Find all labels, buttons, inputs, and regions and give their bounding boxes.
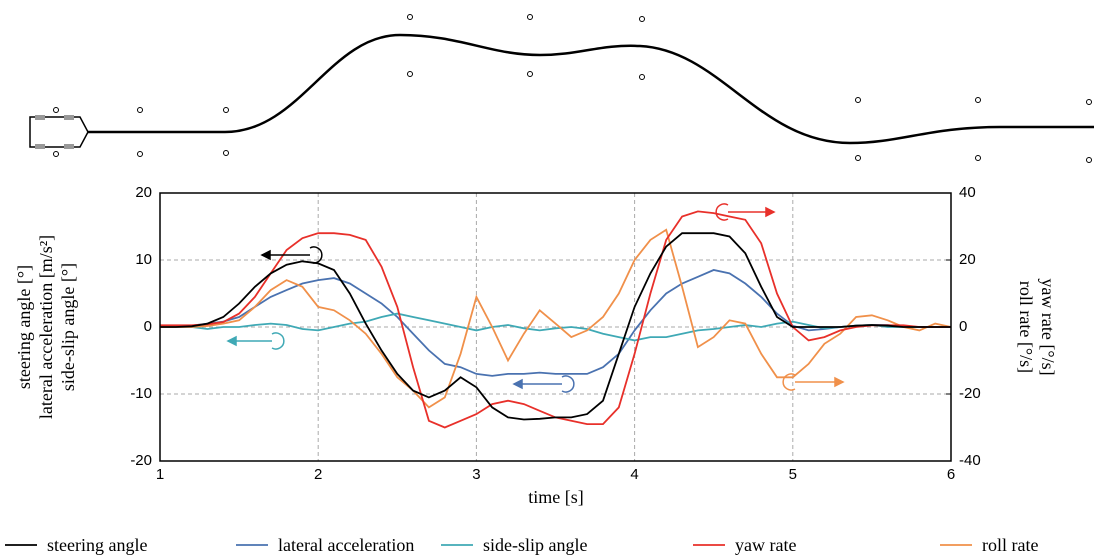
y-tick-label: -10 <box>130 385 152 402</box>
x-tick-label: 6 <box>947 466 955 483</box>
series-line <box>159 269 951 377</box>
series-line <box>160 232 951 421</box>
y-tick-label: 20 <box>135 184 152 201</box>
track-diagram <box>29 14 1094 163</box>
y-tick-label: 10 <box>135 251 152 268</box>
y-tick-label: 0 <box>144 318 152 335</box>
legend-label: steering angle <box>47 535 147 555</box>
legend-label: side-slip angle <box>483 535 587 555</box>
legend-label: roll rate <box>982 535 1038 555</box>
x-tick-label: 2 <box>314 466 322 483</box>
x-tick-label: 3 <box>472 466 480 483</box>
axis-annotations <box>226 203 845 393</box>
x-tick-label: 1 <box>156 466 164 483</box>
x-axis-label: time [s] <box>528 487 584 507</box>
y2-tick-label: 20 <box>959 251 976 268</box>
y2-tick-label: 0 <box>959 318 967 335</box>
series-line <box>160 210 951 429</box>
x-tick-label: 5 <box>789 466 797 483</box>
y-axis-label: steering angle [°] <box>14 265 34 389</box>
y2-axis-label: roll rate [°/s] <box>1016 281 1036 373</box>
x-tick-label: 4 <box>630 466 638 483</box>
series-line <box>160 228 952 409</box>
y2-tick-label: 40 <box>959 184 976 201</box>
y2-tick-label: -40 <box>959 452 981 469</box>
y-axis-label: side-slip angle [°] <box>58 263 78 391</box>
legend-label: yaw rate <box>735 535 796 555</box>
y2-axis-label: yaw rate [°/s] <box>1038 278 1058 375</box>
y-axis-label: lateral acceleration [m/s²] <box>36 235 56 419</box>
y2-tick-label: -20 <box>959 385 981 402</box>
plot-frame <box>159 192 952 462</box>
y-tick-label: -20 <box>130 452 152 469</box>
legend-label: lateral acceleration <box>278 535 414 555</box>
